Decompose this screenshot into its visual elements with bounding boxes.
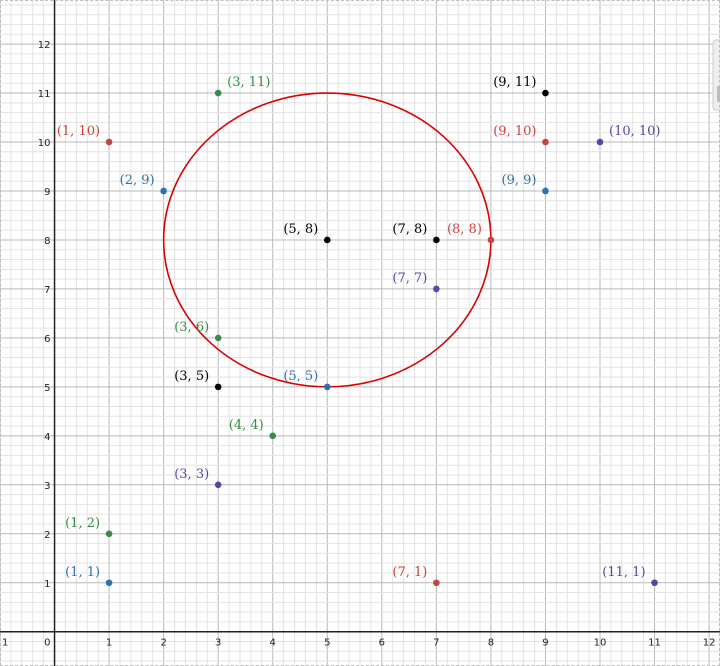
data-point <box>323 236 331 244</box>
data-point <box>214 383 222 391</box>
data-point <box>433 579 440 587</box>
point-label: (9, 11) <box>493 75 536 90</box>
y-tick-label: 11 <box>38 89 51 100</box>
point-labels: (1, 1) (1, 2) (3, 3) (4, 4) (3, 5) (5, 5) (3, … <box>57 75 661 580</box>
y-tick-label: 7 <box>44 285 50 296</box>
y-tick-label: 6 <box>44 334 50 345</box>
data-point <box>651 579 658 587</box>
y-tick-label: 8 <box>44 236 50 247</box>
point-label: (3, 6) <box>174 320 209 335</box>
x-tick-label: 5 <box>324 638 330 649</box>
y-tick-label: 10 <box>38 138 51 149</box>
y-tick-label: 3 <box>44 481 50 492</box>
point-label: (1, 10) <box>57 124 100 139</box>
data-point <box>214 89 222 97</box>
points <box>105 89 658 587</box>
data-point <box>323 383 331 391</box>
point-label: (2, 9) <box>120 173 155 188</box>
point-label: (3, 11) <box>227 75 270 90</box>
x-tick-label: 2 <box>160 638 166 649</box>
y-tick-label: 2 <box>44 530 50 541</box>
x-tick-label: 9 <box>542 638 548 649</box>
point-label: (7, 1) <box>392 565 427 580</box>
point-label: (11, 1) <box>602 565 645 580</box>
y-tick-label: 5 <box>44 383 50 394</box>
point-label: (3, 3) <box>174 467 209 482</box>
point-label: (4, 4) <box>229 418 264 433</box>
y-tick-label: 1 <box>44 579 50 590</box>
point-label: (8, 8) <box>447 222 482 237</box>
data-point <box>269 432 277 440</box>
x-tick-label: 3 <box>215 638 221 649</box>
x-tick-label: 7 <box>433 638 439 649</box>
x-tick-label: 10 <box>594 638 607 649</box>
y-tick-label: 12 <box>38 40 51 51</box>
point-label: (5, 8) <box>283 222 318 237</box>
data-point <box>542 89 549 97</box>
data-point <box>214 481 222 489</box>
point-label: (1, 2) <box>65 516 100 531</box>
data-point <box>542 138 549 146</box>
data-point <box>214 334 222 342</box>
point-label: (1, 1) <box>65 565 100 580</box>
point-label: (7, 8) <box>392 222 427 237</box>
panel-edge[interactable] <box>712 39 720 111</box>
x-tick-label-edge: 1 <box>2 638 8 649</box>
data-point <box>105 579 113 587</box>
x-tick-label: 6 <box>379 638 385 649</box>
point-label: (5, 5) <box>283 369 318 384</box>
x-tick-label: 8 <box>488 638 494 649</box>
point-label: (9, 9) <box>502 173 537 188</box>
x-tick-label: 11 <box>648 638 661 649</box>
data-point <box>105 138 113 146</box>
point-label: (3, 5) <box>174 369 209 384</box>
data-point <box>433 285 440 293</box>
point-label: (10, 10) <box>609 124 661 139</box>
data-point <box>542 187 549 195</box>
origin-label: 0 <box>44 638 50 649</box>
data-point <box>487 236 495 244</box>
y-tick-label: 4 <box>44 432 50 443</box>
data-point <box>433 236 440 244</box>
data-point <box>596 138 604 146</box>
data-point <box>160 187 167 195</box>
y-tick-label: 9 <box>44 187 50 198</box>
point-label: (7, 7) <box>392 271 427 286</box>
x-tick-label: 1 <box>106 638 112 649</box>
data-point <box>105 530 113 538</box>
point-label: (9, 10) <box>493 124 536 139</box>
x-tick-label: 12 <box>703 638 716 649</box>
x-tick-label: 4 <box>270 638 276 649</box>
